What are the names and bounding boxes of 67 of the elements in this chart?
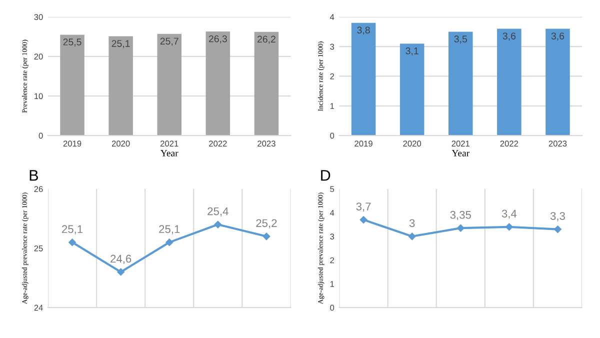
point [117, 268, 124, 276]
point [166, 238, 174, 246]
bar [497, 28, 522, 136]
bar [400, 44, 424, 136]
y-tick-label: 3 [330, 44, 334, 50]
x-tick-label: 2023 [258, 140, 276, 147]
y-tick-label: 5 [330, 186, 334, 192]
data-label: 3,3 [550, 212, 565, 222]
data-label: 24,6 [110, 254, 132, 264]
data-label: 25,5 [63, 38, 82, 47]
data-label: 3,8 [357, 26, 370, 35]
data-label: 3,35 [450, 210, 471, 220]
bar [351, 22, 376, 136]
x-axis-title: Year [452, 150, 470, 156]
y-tick-label: 24 [34, 304, 43, 311]
y-tick-label: 4 [330, 14, 334, 20]
y-tick-label: 3 [330, 234, 334, 240]
chart-title: D [321, 170, 330, 181]
x-tick-label: 2019 [63, 140, 82, 147]
y-tick-label: 2 [330, 257, 334, 264]
data-label: 25,4 [208, 207, 228, 217]
data-label: 26,3 [208, 35, 227, 44]
data-label: 25,1 [62, 225, 83, 234]
bar [448, 32, 473, 136]
point [408, 232, 416, 240]
y-tick-label: 26 [34, 186, 43, 192]
x-axis-title: Year [160, 150, 178, 156]
x-tick-label: 2020 [112, 140, 130, 147]
y-tick-label: 1 [330, 281, 334, 287]
y-tick-label: 20 [34, 54, 43, 60]
bar [546, 28, 570, 136]
x-tick-label: 2021 [160, 140, 178, 147]
y-tick-label: 30 [34, 14, 43, 20]
y-tick-label: 0 [38, 132, 43, 139]
data-label: 25,1 [159, 225, 180, 234]
point [214, 220, 222, 228]
y-tick-label: 0 [330, 132, 334, 139]
data-label: 25,1 [112, 40, 130, 48]
data-label: 3,6 [502, 32, 516, 41]
x-tick-label: 2020 [403, 140, 422, 147]
data-label: 3,4 [502, 210, 517, 219]
data-label: 3,5 [454, 36, 467, 44]
x-tick-label: 2019 [354, 140, 372, 147]
data-label: 25,7 [160, 38, 178, 46]
data-label: 25,2 [256, 219, 277, 228]
y-tick-label: 0 [330, 304, 334, 311]
x-tick-label: 2023 [548, 140, 567, 147]
data-label: 3,1 [406, 47, 418, 56]
data-label: 3,6 [551, 32, 564, 41]
y-tick-label: 10 [34, 93, 43, 100]
y-tick-label: 2 [330, 73, 334, 80]
x-tick-label: 2021 [452, 140, 470, 147]
point [554, 226, 562, 233]
y-tick-label: 4 [330, 210, 334, 216]
point [360, 216, 368, 224]
data-label: 26,2 [257, 36, 276, 44]
data-label: 3,7 [356, 202, 371, 212]
x-tick-label: 2022 [500, 140, 518, 147]
chart-title: B [30, 170, 38, 181]
y-tick-label: 25 [34, 245, 43, 252]
y-tick-label: 1 [330, 103, 334, 109]
point [68, 238, 76, 246]
point [506, 223, 513, 231]
x-tick-label: 2022 [209, 140, 227, 147]
point [262, 232, 270, 240]
data-label: 3 [409, 219, 415, 228]
point [456, 224, 464, 232]
